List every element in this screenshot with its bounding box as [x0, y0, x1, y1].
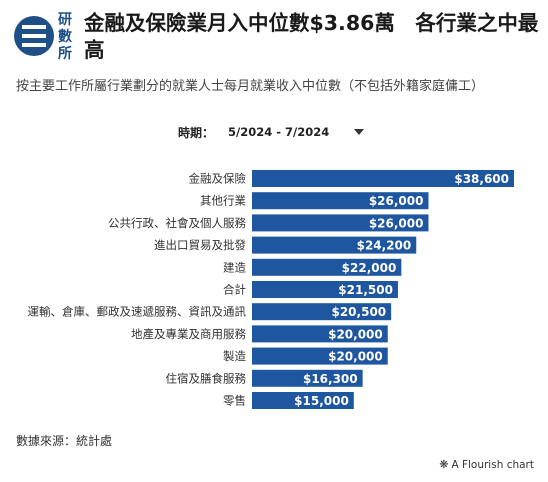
category-label: 住宿及膳食服務 — [166, 371, 247, 385]
flourish-icon: ❋ — [439, 458, 449, 471]
category-label: 運輸、倉庫、郵政及速遞服務、資訊及通訊 — [28, 305, 247, 319]
header: 研數所 金融及保險業月入中位數$3.86萬 各行業之中最高 — [8, 6, 540, 70]
category-label: 合計 — [223, 283, 246, 297]
bar-value-label: $22,000 — [342, 261, 397, 275]
bar[interactable] — [252, 347, 388, 365]
flourish-credit-text: A Flourish chart — [451, 458, 534, 471]
bar-value-label: $26,000 — [369, 194, 424, 208]
period-dropdown[interactable]: 5/2024 - 7/2024 — [228, 122, 365, 142]
bar-value-label: $26,000 — [369, 216, 424, 230]
category-label: 其他行業 — [200, 194, 246, 208]
bar-value-label: $16,300 — [303, 372, 358, 386]
flourish-credit[interactable]: ❋ A Flourish chart — [439, 458, 534, 471]
period-filter: 時期： 5/2024 - 7/2024 — [178, 122, 365, 142]
bar-value-label: $20,000 — [328, 350, 383, 364]
bar[interactable] — [252, 192, 429, 210]
bar-value-label: $38,600 — [454, 172, 509, 186]
period-value: 5/2024 - 7/2024 — [228, 125, 330, 139]
bar-value-label: $15,000 — [294, 394, 349, 408]
bar-value-label: $20,500 — [331, 305, 386, 319]
bar[interactable] — [252, 258, 402, 276]
category-label: 公共行政、社會及個人服務 — [108, 216, 246, 230]
category-label: 進出口貿易及批發 — [154, 238, 246, 252]
data-source: 數據來源：統計處 — [16, 434, 113, 448]
bar-value-label: $24,200 — [357, 239, 412, 253]
bar-value-label: $20,000 — [328, 327, 383, 341]
bar-value-label: $21,500 — [338, 283, 393, 297]
bar[interactable] — [252, 236, 417, 254]
bar[interactable] — [252, 392, 354, 409]
bar[interactable] — [252, 281, 398, 298]
logo-mark-icon — [22, 23, 46, 49]
category-label: 地產及專業及商用服務 — [131, 327, 246, 341]
period-label: 時期： — [178, 125, 215, 140]
logo-text: 研數所 — [58, 12, 72, 62]
bar[interactable] — [252, 369, 363, 387]
bar[interactable] — [252, 325, 388, 343]
category-label: 金融及保險 — [189, 172, 247, 186]
category-label: 零售 — [223, 394, 246, 408]
category-label: 製造 — [223, 349, 246, 363]
bar[interactable] — [252, 170, 514, 187]
chart-subtitle: 按主要工作所屬行業劃分的就業人士每月就業收入中位數（不包括外籍家庭傭工） — [16, 79, 485, 94]
chart-title: 金融及保險業月入中位數$3.86萬 各行業之中最高 — [84, 11, 539, 62]
bar[interactable] — [252, 214, 429, 232]
bar-chart: 金融及保險 $38,600 其他行業 $26,000 公共行政、社會及個人服務 $26,0… — [28, 170, 514, 409]
bar[interactable] — [252, 303, 392, 321]
chevron-down-icon — [354, 129, 365, 135]
logo: 研數所 — [8, 6, 80, 70]
category-label: 建造 — [223, 260, 246, 274]
